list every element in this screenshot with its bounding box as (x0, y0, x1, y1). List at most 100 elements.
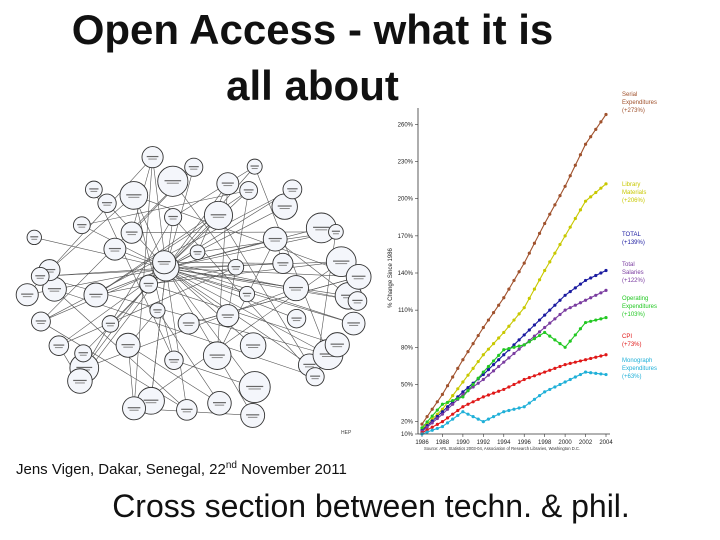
network-edge (275, 238, 349, 297)
chart-data-point (563, 184, 567, 188)
network-node-label-line (146, 155, 159, 158)
chart-data-point (481, 325, 485, 330)
chart-data-point (471, 382, 475, 387)
network-node-label-line (166, 182, 179, 184)
network-edge (58, 266, 236, 346)
chart-data-point (527, 296, 531, 300)
chart-source: Source: ARL Statistics 2003-04, Associat… (424, 446, 580, 451)
slide-footer: Cross section between techn. & phil. (0, 486, 720, 526)
network-edge (227, 190, 249, 316)
chart-data-point (456, 387, 460, 391)
chart-legend-label: (+73%) (622, 342, 642, 348)
chart-legend-label: Materials (622, 190, 646, 196)
chart-data-point (522, 306, 526, 310)
chart-y-tick-label: 260% (398, 122, 414, 128)
network-node (31, 311, 51, 332)
network-edge (165, 267, 354, 324)
network-edge (165, 267, 297, 319)
network-node-label-line (246, 385, 264, 388)
chart-data-point (440, 412, 445, 416)
network-node-label-line (289, 286, 303, 289)
chart-data-point (568, 339, 572, 343)
chart-data-point (532, 397, 537, 401)
chart-series-line (421, 183, 607, 430)
chart-data-point (471, 415, 475, 419)
network-edge (148, 283, 338, 346)
chart-data-point (461, 380, 465, 384)
network-node-label-line (277, 262, 289, 264)
network-node-label-line (331, 230, 340, 232)
chart-data-point (451, 398, 455, 403)
chart-data-point (548, 212, 552, 216)
network-node-label-line (105, 322, 115, 324)
network-node (152, 250, 177, 275)
network-node (202, 341, 232, 370)
network-edge (40, 321, 188, 411)
chart-data-point (507, 408, 511, 413)
chart-data-point (491, 391, 496, 395)
chart-data-point (476, 381, 480, 385)
network-node-label-line (159, 263, 169, 265)
chart-x-ticks: 1986 1988 1990 1992 1994 1996 1998 2000 2002 2004 (415, 434, 613, 446)
chart-data-point (548, 334, 552, 338)
network-node-label-line (145, 285, 153, 287)
network-node (341, 311, 366, 336)
network-edge (165, 206, 285, 269)
chart-data-point (512, 351, 516, 356)
chart-data-point (604, 182, 608, 186)
network-node-label-line (101, 202, 113, 204)
network-node-label-line (221, 182, 234, 184)
chart-data-point (558, 312, 562, 317)
network-node-label-line (290, 289, 301, 291)
chart-legend-label: Operating (622, 296, 648, 302)
network-node-label-line (209, 354, 225, 356)
network-diagram: HEP (15, 146, 372, 436)
chart-data-point (548, 308, 552, 312)
chart-data-point (430, 421, 434, 425)
chart-x-tick-label: 1994 (497, 440, 511, 446)
network-node-label-line (128, 196, 140, 198)
network-node-label-line (170, 361, 178, 363)
chart-data-point (445, 400, 450, 405)
chart-data-point (456, 408, 460, 413)
chart-data-point (583, 370, 588, 374)
network-node-label-line (333, 260, 350, 262)
chart-data-point (491, 359, 496, 363)
chart-legend-label: Total (622, 262, 635, 268)
chart-data-point (440, 420, 445, 424)
chart-data-point (425, 425, 429, 429)
network-edge (152, 157, 167, 269)
network-node-label-line (223, 316, 233, 318)
chart-data-point (445, 384, 450, 388)
chart-data-point (568, 289, 572, 294)
network-node-label-line (351, 275, 366, 277)
network-node-label-line (243, 189, 254, 191)
chart-data-point (502, 330, 506, 335)
chart-data-point (568, 306, 572, 310)
chart-data-point (502, 387, 506, 392)
chart-x-tick-label: 1996 (518, 440, 532, 446)
chart-data-point (517, 347, 521, 351)
chart-data-point (553, 303, 557, 307)
network-edge (157, 310, 220, 404)
chart-data-point (573, 303, 577, 307)
network-node-label-line (31, 238, 38, 240)
chart-data-point (445, 407, 450, 411)
chart-x-tick-label: 2004 (599, 440, 613, 446)
chart-legend-label: Expenditures (622, 304, 657, 310)
chart-data-point (461, 390, 465, 394)
chart-data-point (589, 371, 593, 375)
chart-data-point (466, 389, 470, 393)
chart-data-point (425, 415, 429, 419)
chart-legend-label: (+122%) (622, 278, 645, 284)
chart-data-point (507, 356, 511, 360)
serials-cost-chart: % Change Since 1986 10% 20% 50% 80% 110% 140%… (388, 92, 657, 451)
chart-legend-label: Salaries (622, 270, 644, 276)
network-node-label-line (210, 214, 227, 216)
chart-data-point (466, 402, 470, 406)
chart-data-point (532, 241, 537, 245)
network-edge (49, 195, 135, 271)
chart-data-point (548, 260, 552, 264)
chart-y-tick-label: 140% (398, 271, 414, 277)
network-node-label-line (214, 404, 225, 406)
